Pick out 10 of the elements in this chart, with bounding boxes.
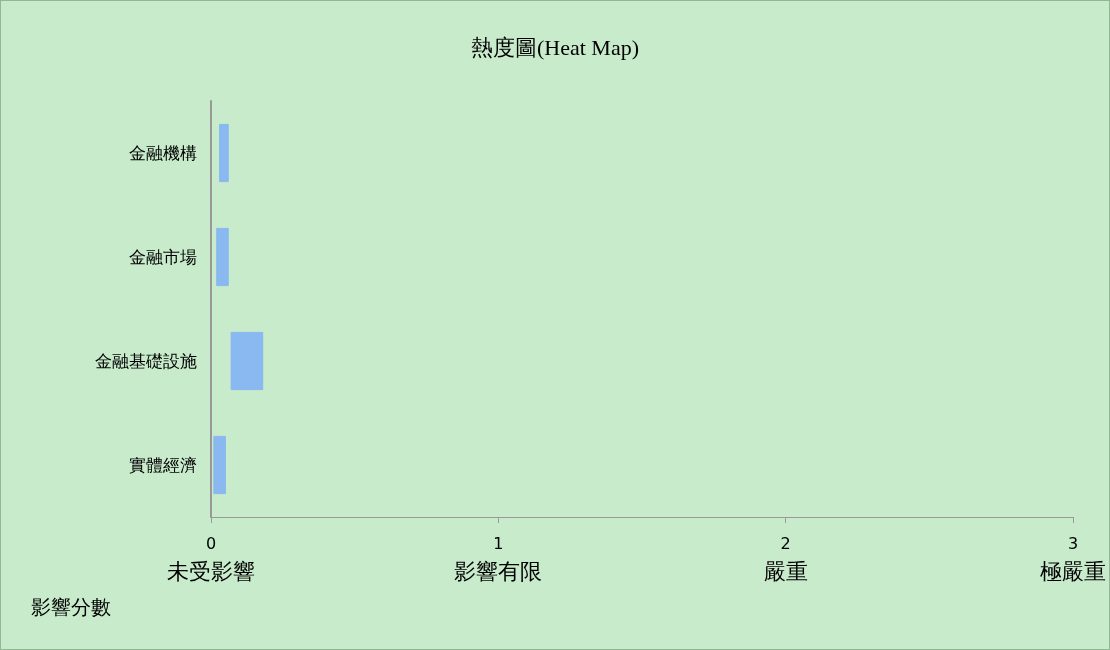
- y-tick-label: 金融市場: [129, 247, 197, 267]
- x-tick-label: 1 影響有限: [454, 533, 543, 584]
- y-tick-label: 金融基礎設施: [95, 351, 197, 371]
- x-tick-label: 0 未受影響: [167, 533, 255, 584]
- y-tick-label: 實體經濟: [129, 455, 197, 475]
- chart-title: 熱度圖(Heat Map): [470, 34, 640, 60]
- x-tick-label: 2 嚴重: [763, 533, 808, 584]
- x-axis-title: 影響分數: [31, 596, 111, 618]
- x-tick-label: 3 極嚴重: [1040, 533, 1106, 584]
- y-tick-label: 金融機構: [129, 143, 197, 163]
